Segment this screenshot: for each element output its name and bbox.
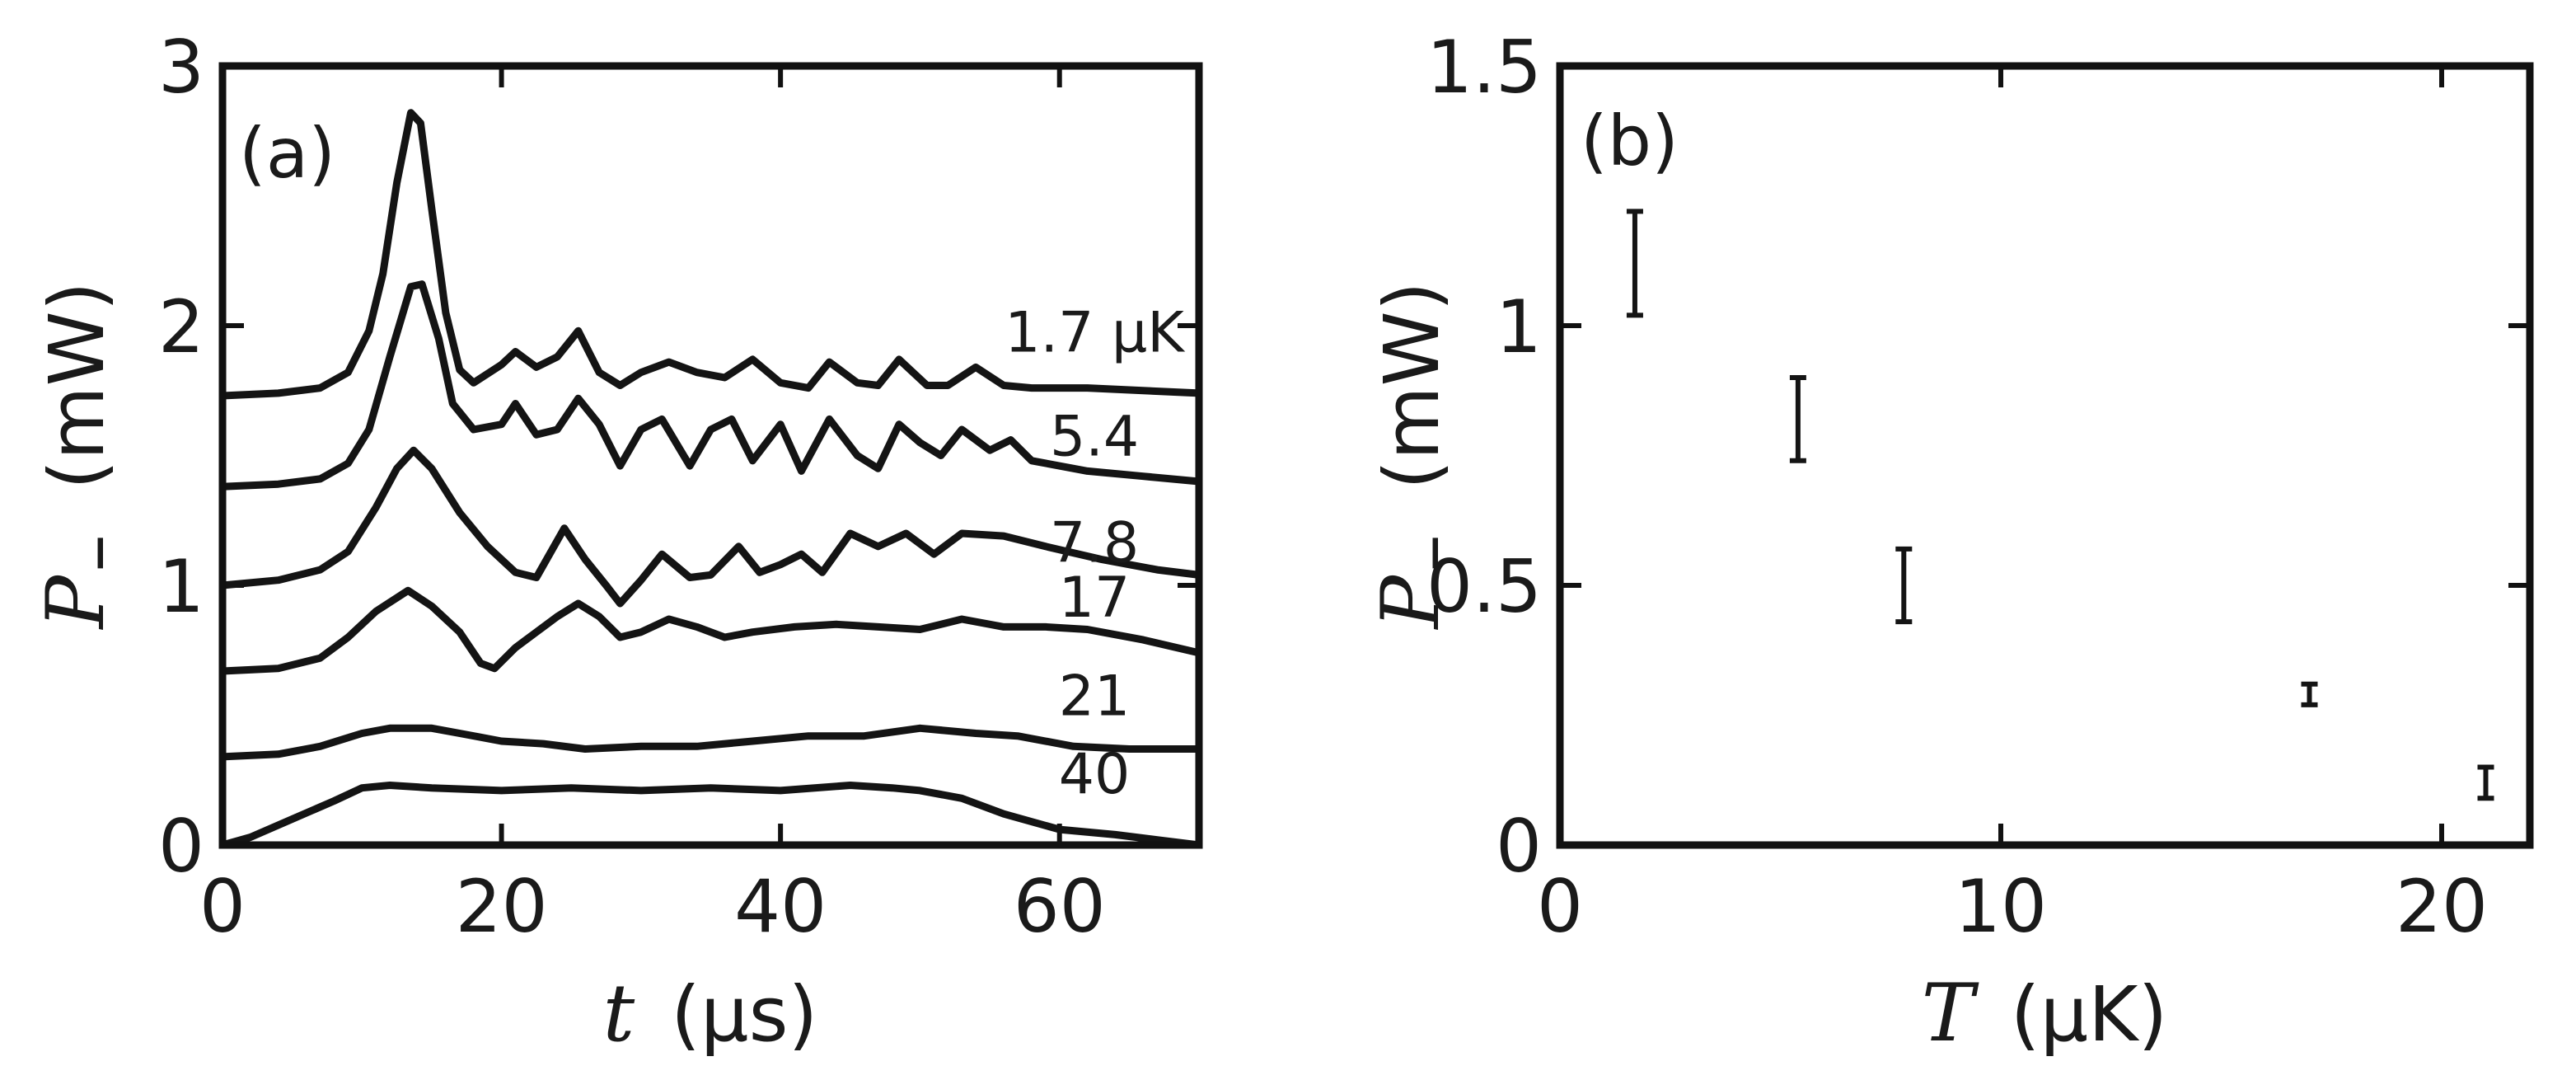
panel-b-x-axis-variable: T xyxy=(1922,967,1979,1059)
panel-a-y-axis-title: P – (mW) xyxy=(30,282,139,631)
panel-b-y-axis-unit: (mW) xyxy=(1368,282,1456,490)
panel-a-x-tick-label: 0 xyxy=(199,864,246,949)
panel-a-x-tick-label: 20 xyxy=(456,864,548,949)
trace-label-3: 17 xyxy=(1059,566,1131,631)
trace-line-5 xyxy=(221,782,1200,849)
panel-a-y-tick-label: 0 xyxy=(158,804,204,889)
panel-a-time-traces: 0 20 40 60 0 1 2 3 1.7 μK 5.4 7.817 21 40 (a) t (μs… xyxy=(30,25,1203,1059)
panel-a-x-tick-label: 60 xyxy=(1014,864,1106,949)
trace-line-1 xyxy=(222,280,1200,491)
panel-a-x-axis-title: t (μs) xyxy=(603,967,818,1059)
trace-line-3 xyxy=(222,586,1201,675)
panel-a-frame xyxy=(218,62,1203,849)
error-bar-3 xyxy=(2301,681,2318,707)
error-bar-0 xyxy=(1626,209,1643,318)
error-bar-4 xyxy=(2477,764,2494,801)
panel-a-y-axis-subscript: – xyxy=(51,534,139,572)
panel-b-x-axis-unit: (μK) xyxy=(2011,970,2168,1059)
panel-a-y-tick-label: 1 xyxy=(158,544,204,629)
trace-line-0 xyxy=(222,109,1200,400)
panel-b-x-tick-label: 10 xyxy=(1955,864,2047,949)
panel-b-y-tick-label: 0 xyxy=(1496,804,1542,889)
trace-line-2 xyxy=(222,446,1200,608)
panel-a-label: (a) xyxy=(239,113,335,194)
panel-b-temperature-scatter: 0 10 20 0 0.5 1 1.5 (b) T (μK) P – (mW) xyxy=(1365,25,2534,1059)
panel-a-y-axis-variable: P xyxy=(30,574,122,630)
panel-a-traces xyxy=(221,109,1201,849)
error-bar-2 xyxy=(1895,546,1913,625)
panel-b-x-tick-label: 0 xyxy=(1537,864,1583,949)
trace-label-1: 5.4 xyxy=(1050,405,1139,470)
panel-b-y-axis-variable: P xyxy=(1365,574,1457,630)
panel-b-x-tick-label: 20 xyxy=(2396,864,2488,949)
error-bar-1 xyxy=(1789,375,1806,463)
panel-a-x-tick-label: 40 xyxy=(734,864,827,949)
panel-b-points xyxy=(1626,209,2494,801)
panel-b-y-axis-subscript: – xyxy=(1386,534,1474,572)
trace-label-4: 21 xyxy=(1059,664,1131,730)
panel-b-y-tick-label: 1.5 xyxy=(1426,25,1542,110)
panel-b-y-tick-label: 1 xyxy=(1496,284,1542,369)
panel-a-ticks: 0 20 40 60 0 1 2 3 xyxy=(158,25,1199,949)
panel-a-y-tick-label: 3 xyxy=(158,25,204,110)
trace-label-0: 1.7 μK xyxy=(1005,301,1186,366)
trace-line-4 xyxy=(222,724,1199,761)
panel-a-x-axis-variable: t xyxy=(603,967,635,1059)
panel-b-y-tick-label: 0.5 xyxy=(1426,544,1542,629)
panel-b-y-axis-title: P – (mW) xyxy=(1365,282,1474,631)
panel-b-frame xyxy=(1556,62,2534,849)
trace-label-5: 40 xyxy=(1059,742,1131,807)
panel-a-trace-labels: 1.7 μK 5.4 7.817 21 40 xyxy=(1005,301,1186,808)
trace-label-2: 7.8 xyxy=(1050,511,1139,576)
panel-b-label: (b) xyxy=(1581,101,1679,181)
panel-b-ticks: 0 10 20 0 0.5 1 1.5 xyxy=(1426,25,2530,949)
panel-b-x-axis-title: T (μK) xyxy=(1922,967,2168,1059)
panel-a-y-axis-unit: (mW) xyxy=(33,282,121,490)
panel-a-x-axis-unit: (μs) xyxy=(671,970,817,1059)
panel-a-y-tick-label: 2 xyxy=(158,284,204,369)
